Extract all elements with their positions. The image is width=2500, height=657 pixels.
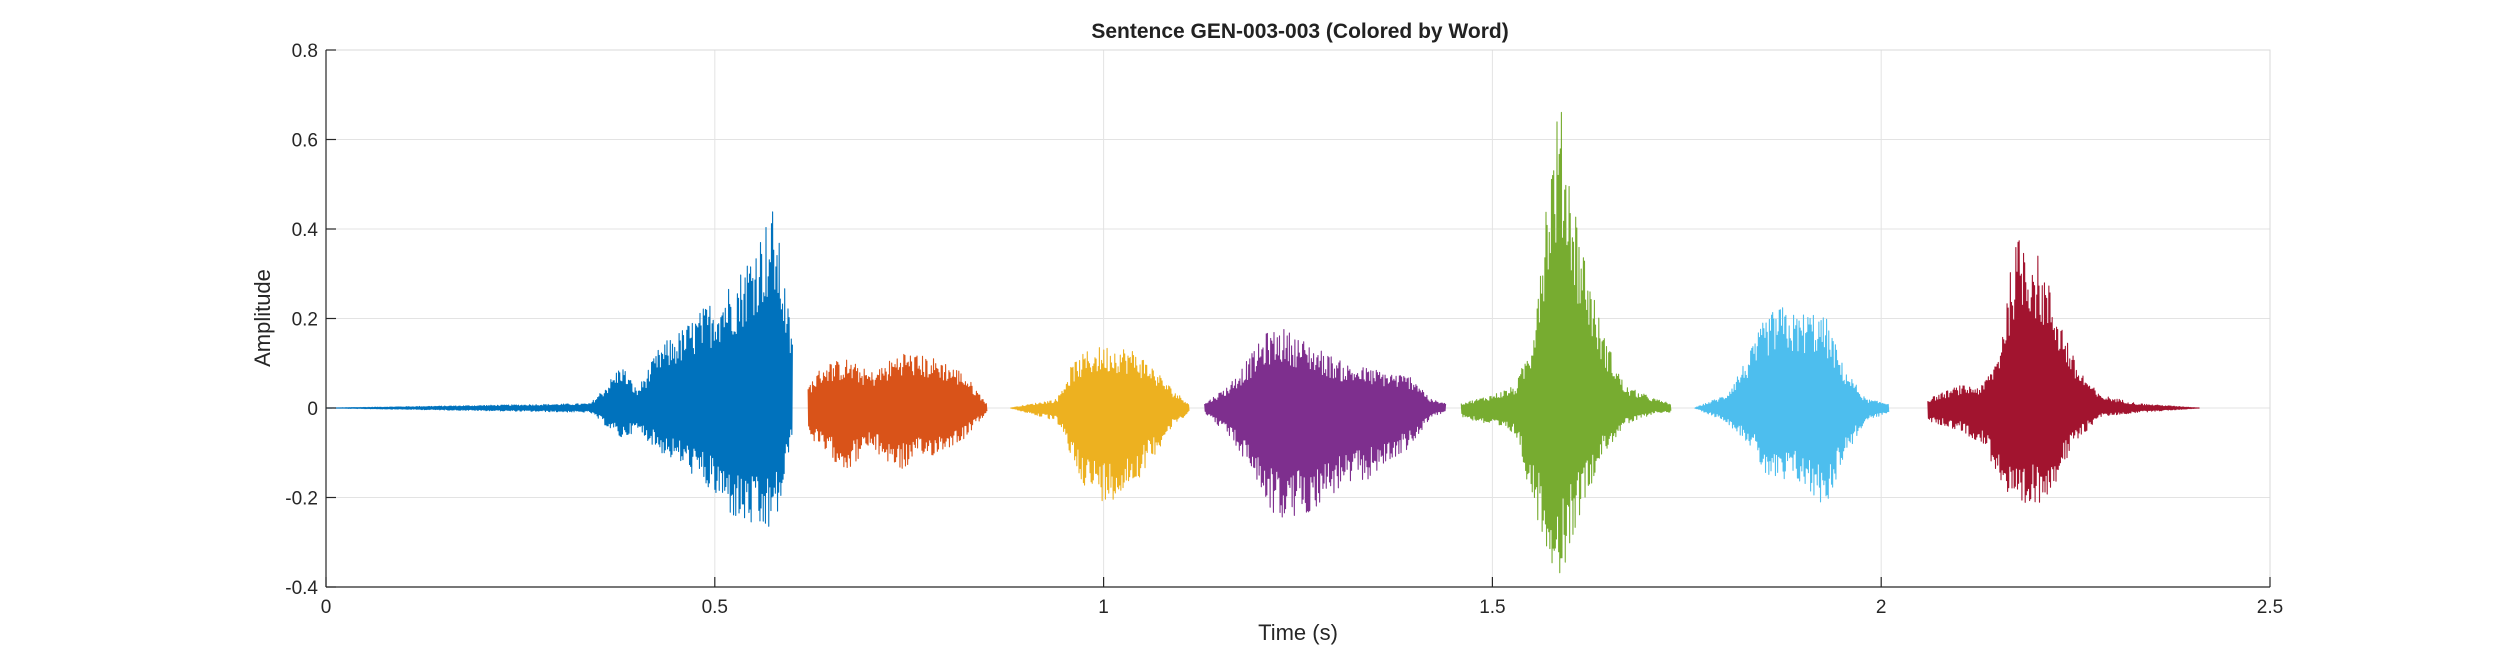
y-tick-label: 0.4 bbox=[292, 220, 319, 241]
x-tick-label: 0 bbox=[321, 597, 332, 618]
x-tick-label: 2.5 bbox=[2257, 597, 2283, 618]
series-layer bbox=[325, 111, 2200, 574]
waveform-series-3 bbox=[1010, 347, 1190, 502]
tick-layer: 0 0.5 1 1.5 2 2.5 -0.4 -0.2 0 0.2 0.4 0.6 0.8 bbox=[285, 41, 2283, 618]
chart-title: Sentence GEN-003-003 (Colored by Word) bbox=[1091, 20, 1508, 43]
x-tick-label: 1 bbox=[1098, 597, 1109, 618]
waveform-series-2 bbox=[807, 353, 988, 469]
x-axis-label: Time (s) bbox=[1258, 620, 1338, 645]
x-tick-label: 1.5 bbox=[1479, 597, 1505, 618]
x-tick-label: 2 bbox=[1876, 597, 1887, 618]
x-tick-label: 0.5 bbox=[702, 597, 728, 618]
y-tick-label: -0.4 bbox=[285, 578, 318, 599]
waveform-series-7 bbox=[1927, 240, 2200, 503]
y-tick-label: 0 bbox=[307, 399, 318, 420]
y-tick-label: 0.6 bbox=[292, 131, 318, 152]
waveform-series-6 bbox=[1694, 307, 1890, 503]
y-tick-label: 0.2 bbox=[292, 310, 318, 331]
waveform-series-5 bbox=[1460, 111, 1672, 574]
waveform-series-4 bbox=[1204, 329, 1447, 518]
y-tick-label: -0.2 bbox=[285, 489, 318, 510]
y-tick-label: 0.8 bbox=[292, 41, 318, 62]
waveform-series-1 bbox=[325, 211, 793, 527]
y-axis-label: Amplitude bbox=[250, 269, 275, 367]
